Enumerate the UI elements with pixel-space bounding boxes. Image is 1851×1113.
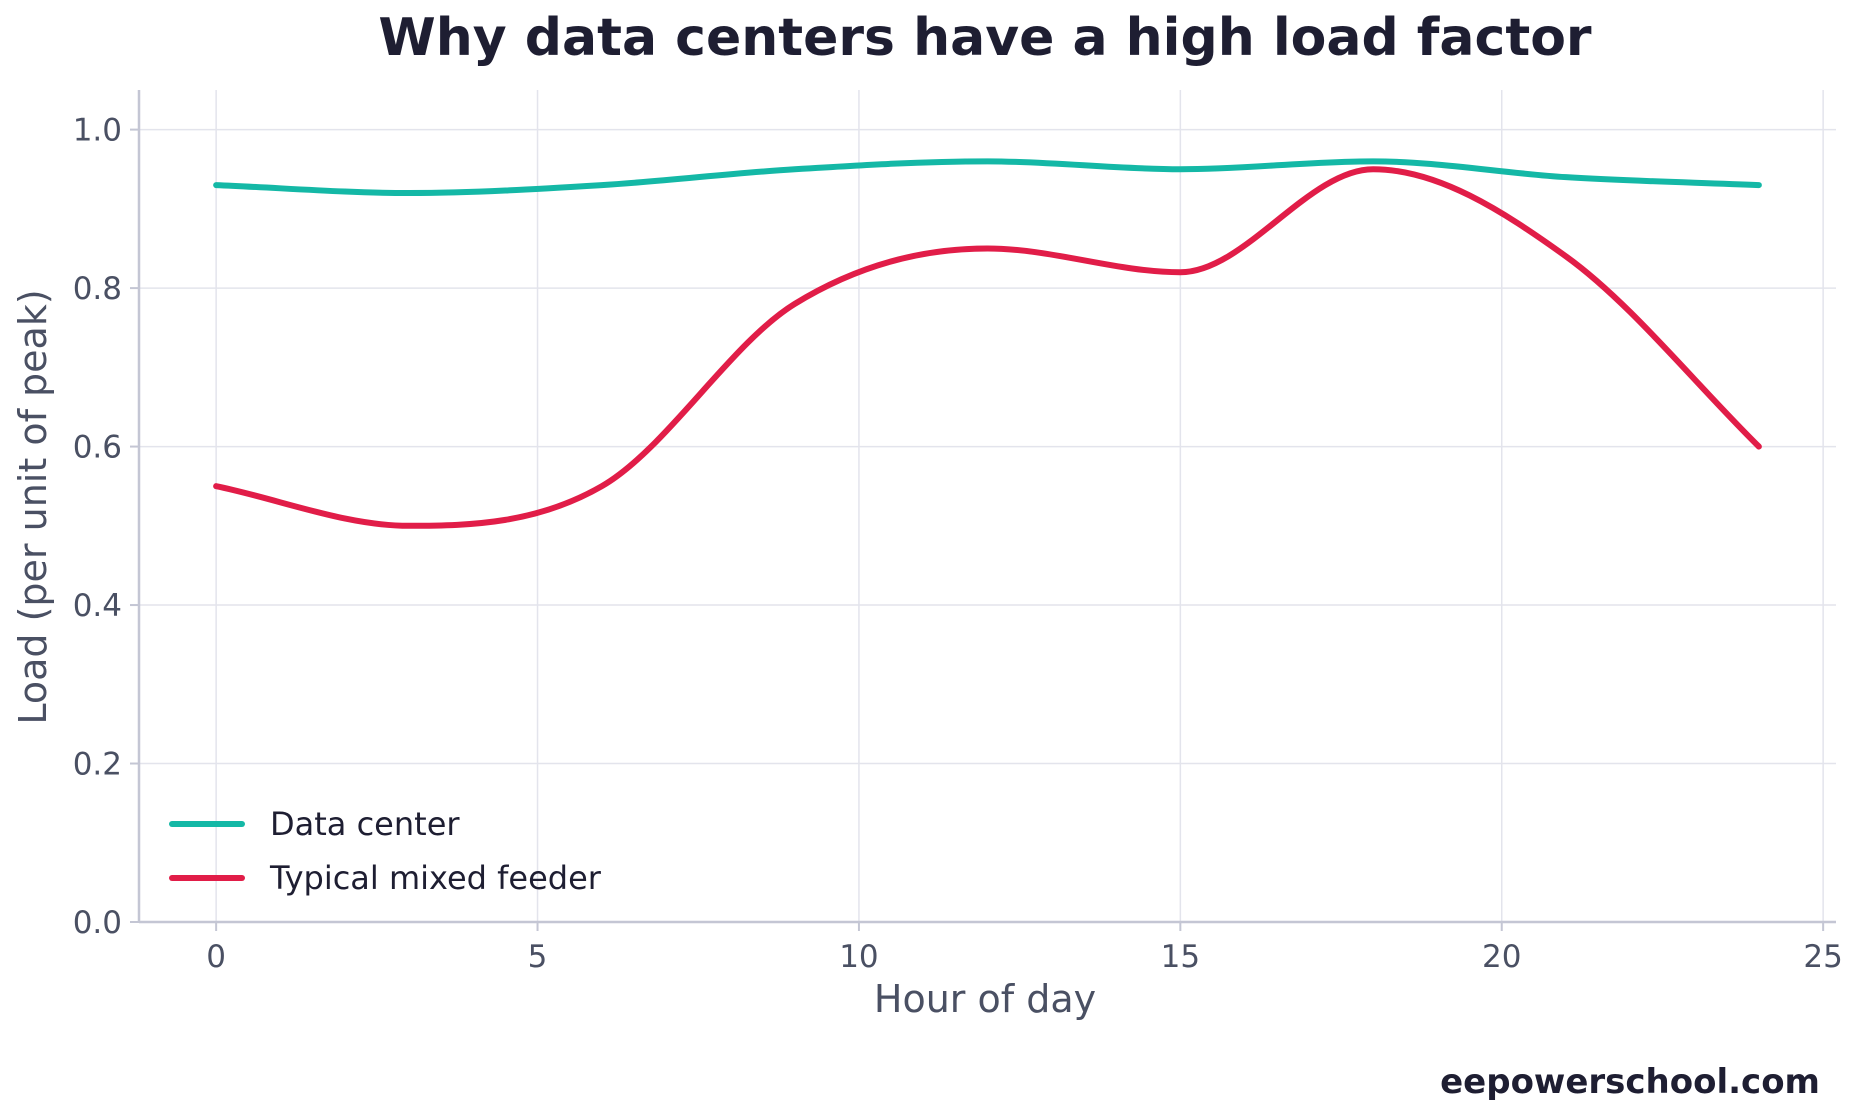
y-tick-label: 0.4 (73, 588, 122, 624)
series-line-typical-mixed-feeder (213, 166, 1762, 529)
grid (139, 90, 1836, 923)
legend-label-data-center: Data center (270, 805, 460, 843)
plot-area (213, 158, 1762, 529)
x-tick-label: 10 (839, 939, 878, 975)
x-tick-label: 15 (1161, 939, 1200, 975)
y-tick-label: 0.8 (73, 271, 122, 307)
y-tick-label: 0.2 (73, 747, 122, 783)
axes: 0 5 10 15 20 25 0.0 0.2 0.4 0.6 0.8 1.0 (73, 90, 1843, 975)
y-axis-label: Load (per unit of peak) (11, 289, 55, 724)
x-axis-label: Hour of day (874, 977, 1096, 1021)
legend: Data center Typical mixed feeder (169, 805, 602, 897)
x-tick-label: 20 (1482, 939, 1521, 975)
x-tick-label: 25 (1803, 939, 1842, 975)
y-tick-label: 1.0 (73, 113, 122, 149)
y-tick-label: 0.0 (73, 905, 122, 941)
footer-watermark: eepowerschool.com (1440, 1062, 1820, 1102)
series-line-data-center (213, 158, 1762, 197)
y-tick-label: 0.6 (73, 430, 122, 466)
legend-label-typical-mixed-feeder: Typical mixed feeder (269, 859, 602, 897)
x-tick-label: 0 (206, 939, 226, 975)
x-tick-label: 5 (528, 939, 548, 975)
chart-title: Why data centers have a high load factor (378, 8, 1592, 68)
